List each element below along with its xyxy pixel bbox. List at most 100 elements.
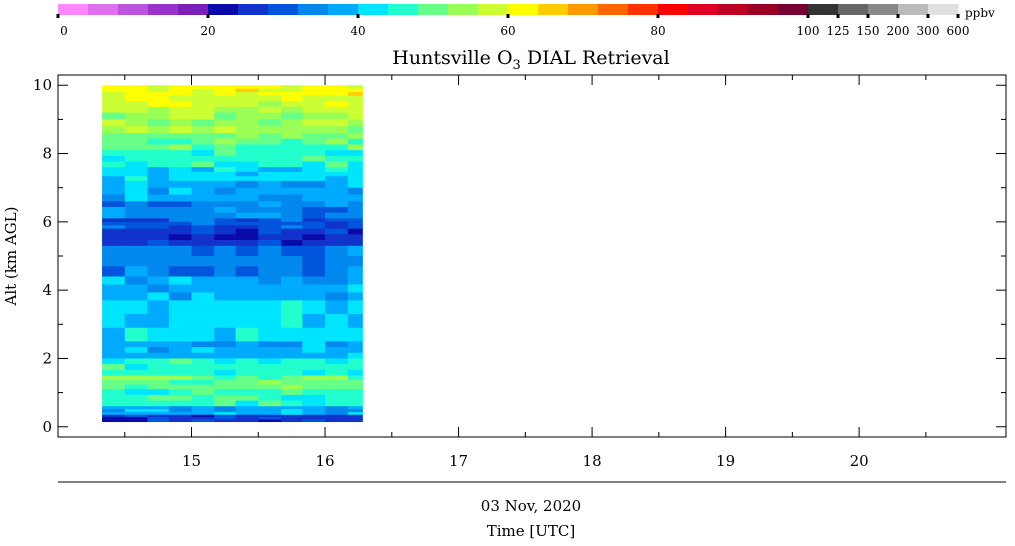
heatmap-cell: [325, 194, 349, 202]
colorbar-segment: [358, 4, 389, 15]
colorbar-segment: [928, 4, 959, 15]
heatmap-cell: [258, 207, 282, 214]
heatmap-cell: [124, 92, 148, 96]
heatmap-cell: [124, 126, 148, 134]
heatmap-cell: [258, 276, 282, 285]
heatmap-cell: [302, 119, 326, 127]
y-tick-label: 0: [42, 418, 52, 436]
heatmap-cell: [102, 126, 126, 134]
heatmap-cell: [191, 133, 215, 140]
heatmap-cell: [168, 138, 192, 145]
heatmap-cell: [191, 234, 215, 241]
heatmap-cell: [102, 364, 126, 371]
heatmap-cell: [325, 284, 349, 293]
heatmap-cell: [147, 347, 170, 354]
heatmap-cell: [347, 119, 363, 127]
heatmap-cell: [147, 409, 170, 413]
heatmap-cell: [168, 414, 192, 418]
heatmap-cell: [325, 400, 349, 407]
heatmap-cell: [124, 406, 148, 410]
heatmap-cell: [280, 221, 303, 226]
heatmap-cell: [347, 167, 363, 173]
heatmap-cell: [302, 167, 326, 173]
heatmap-cell: [347, 112, 363, 120]
colorbar-tick-label: 80: [650, 24, 665, 38]
heatmap-cell: [102, 389, 126, 396]
heatmap-cell: [147, 167, 170, 173]
heatmap-cell: [191, 221, 215, 226]
heatmap-cell: [235, 375, 259, 381]
colorbar-tick-mark: [656, 14, 660, 18]
heatmap-cell: [102, 417, 126, 420]
heatmap-cell: [168, 101, 192, 108]
heatmap-cell: [280, 85, 303, 90]
heatmap-cell: [302, 369, 326, 376]
heatmap-cell: [168, 234, 192, 241]
heatmap-cell: [214, 284, 236, 293]
heatmap-cell: [347, 411, 363, 416]
heatmap-cell: [191, 106, 215, 113]
heatmap-cell: [168, 417, 192, 420]
heatmap-cell: [347, 284, 363, 293]
heatmap-cell: [302, 414, 326, 418]
heatmap-cell: [347, 187, 363, 195]
heatmap-cell: [102, 176, 126, 182]
heatmap-cell: [235, 380, 259, 386]
heatmap-cell: [280, 300, 303, 315]
heatmap-cell: [302, 221, 326, 226]
heatmap-cell: [258, 187, 282, 195]
heatmap-cell: [214, 347, 236, 354]
heatmap-cell: [280, 364, 303, 371]
heatmap-cell: [214, 292, 236, 301]
heatmap-cell: [168, 266, 192, 277]
heatmap-cell: [258, 380, 282, 386]
colorbar-tick-label: 150: [857, 24, 880, 38]
heatmap-cell: [235, 228, 259, 235]
heatmap-cell: [124, 245, 148, 257]
heatmap-cell: [235, 276, 259, 285]
x-tick-label: 19: [716, 452, 735, 470]
heatmap-cell: [325, 144, 349, 151]
heatmap-cell: [168, 245, 192, 257]
heatmap-cell: [325, 414, 349, 418]
heatmap-cell: [258, 194, 282, 202]
heatmap-cell: [168, 201, 192, 208]
heatmap-cell: [325, 300, 349, 315]
heatmap-cell: [302, 92, 326, 96]
heatmap-cell: [235, 411, 259, 416]
heatmap-cell: [168, 389, 192, 396]
heatmap-cell: [280, 138, 303, 145]
heatmap-cell: [302, 85, 326, 90]
heatmap-cell: [258, 171, 282, 177]
heatmap-cell: [214, 411, 236, 416]
heatmap-cell: [280, 119, 303, 127]
heatmap-cell: [214, 358, 236, 365]
heatmap-cell: [124, 150, 148, 157]
heatmap-cell: [302, 194, 326, 202]
heatmap-cell: [124, 266, 148, 277]
heatmap-cell: [147, 180, 170, 189]
heatmap-cell: [147, 144, 170, 151]
heatmap-cell: [347, 352, 363, 359]
colorbar-segment: [748, 4, 779, 15]
heatmap-cell: [302, 133, 326, 140]
heatmap-cell: [347, 194, 363, 202]
heatmap-cell: [347, 314, 363, 329]
heatmap-cell: [302, 201, 326, 208]
heatmap-cell: [325, 119, 349, 127]
heatmap-cell: [325, 161, 349, 168]
colorbar-tick-label: 200: [887, 24, 910, 38]
heatmap-cell: [191, 150, 215, 157]
heatmap-cell: [325, 245, 349, 257]
heatmap-cell: [147, 358, 170, 365]
heatmap-cell: [280, 155, 303, 162]
heatmap-cell: [214, 409, 236, 413]
heatmap-cell: [235, 266, 259, 277]
heatmap-cell: [235, 327, 259, 342]
heatmap-cell: [302, 419, 326, 423]
heatmap-cell: [258, 384, 282, 390]
colorbar-segment: [178, 4, 209, 15]
x-axis-tick-labels: 15 16 17 18 19 20: [182, 452, 869, 470]
heatmap-cell: [347, 176, 363, 182]
heatmap-cell: [102, 119, 126, 127]
